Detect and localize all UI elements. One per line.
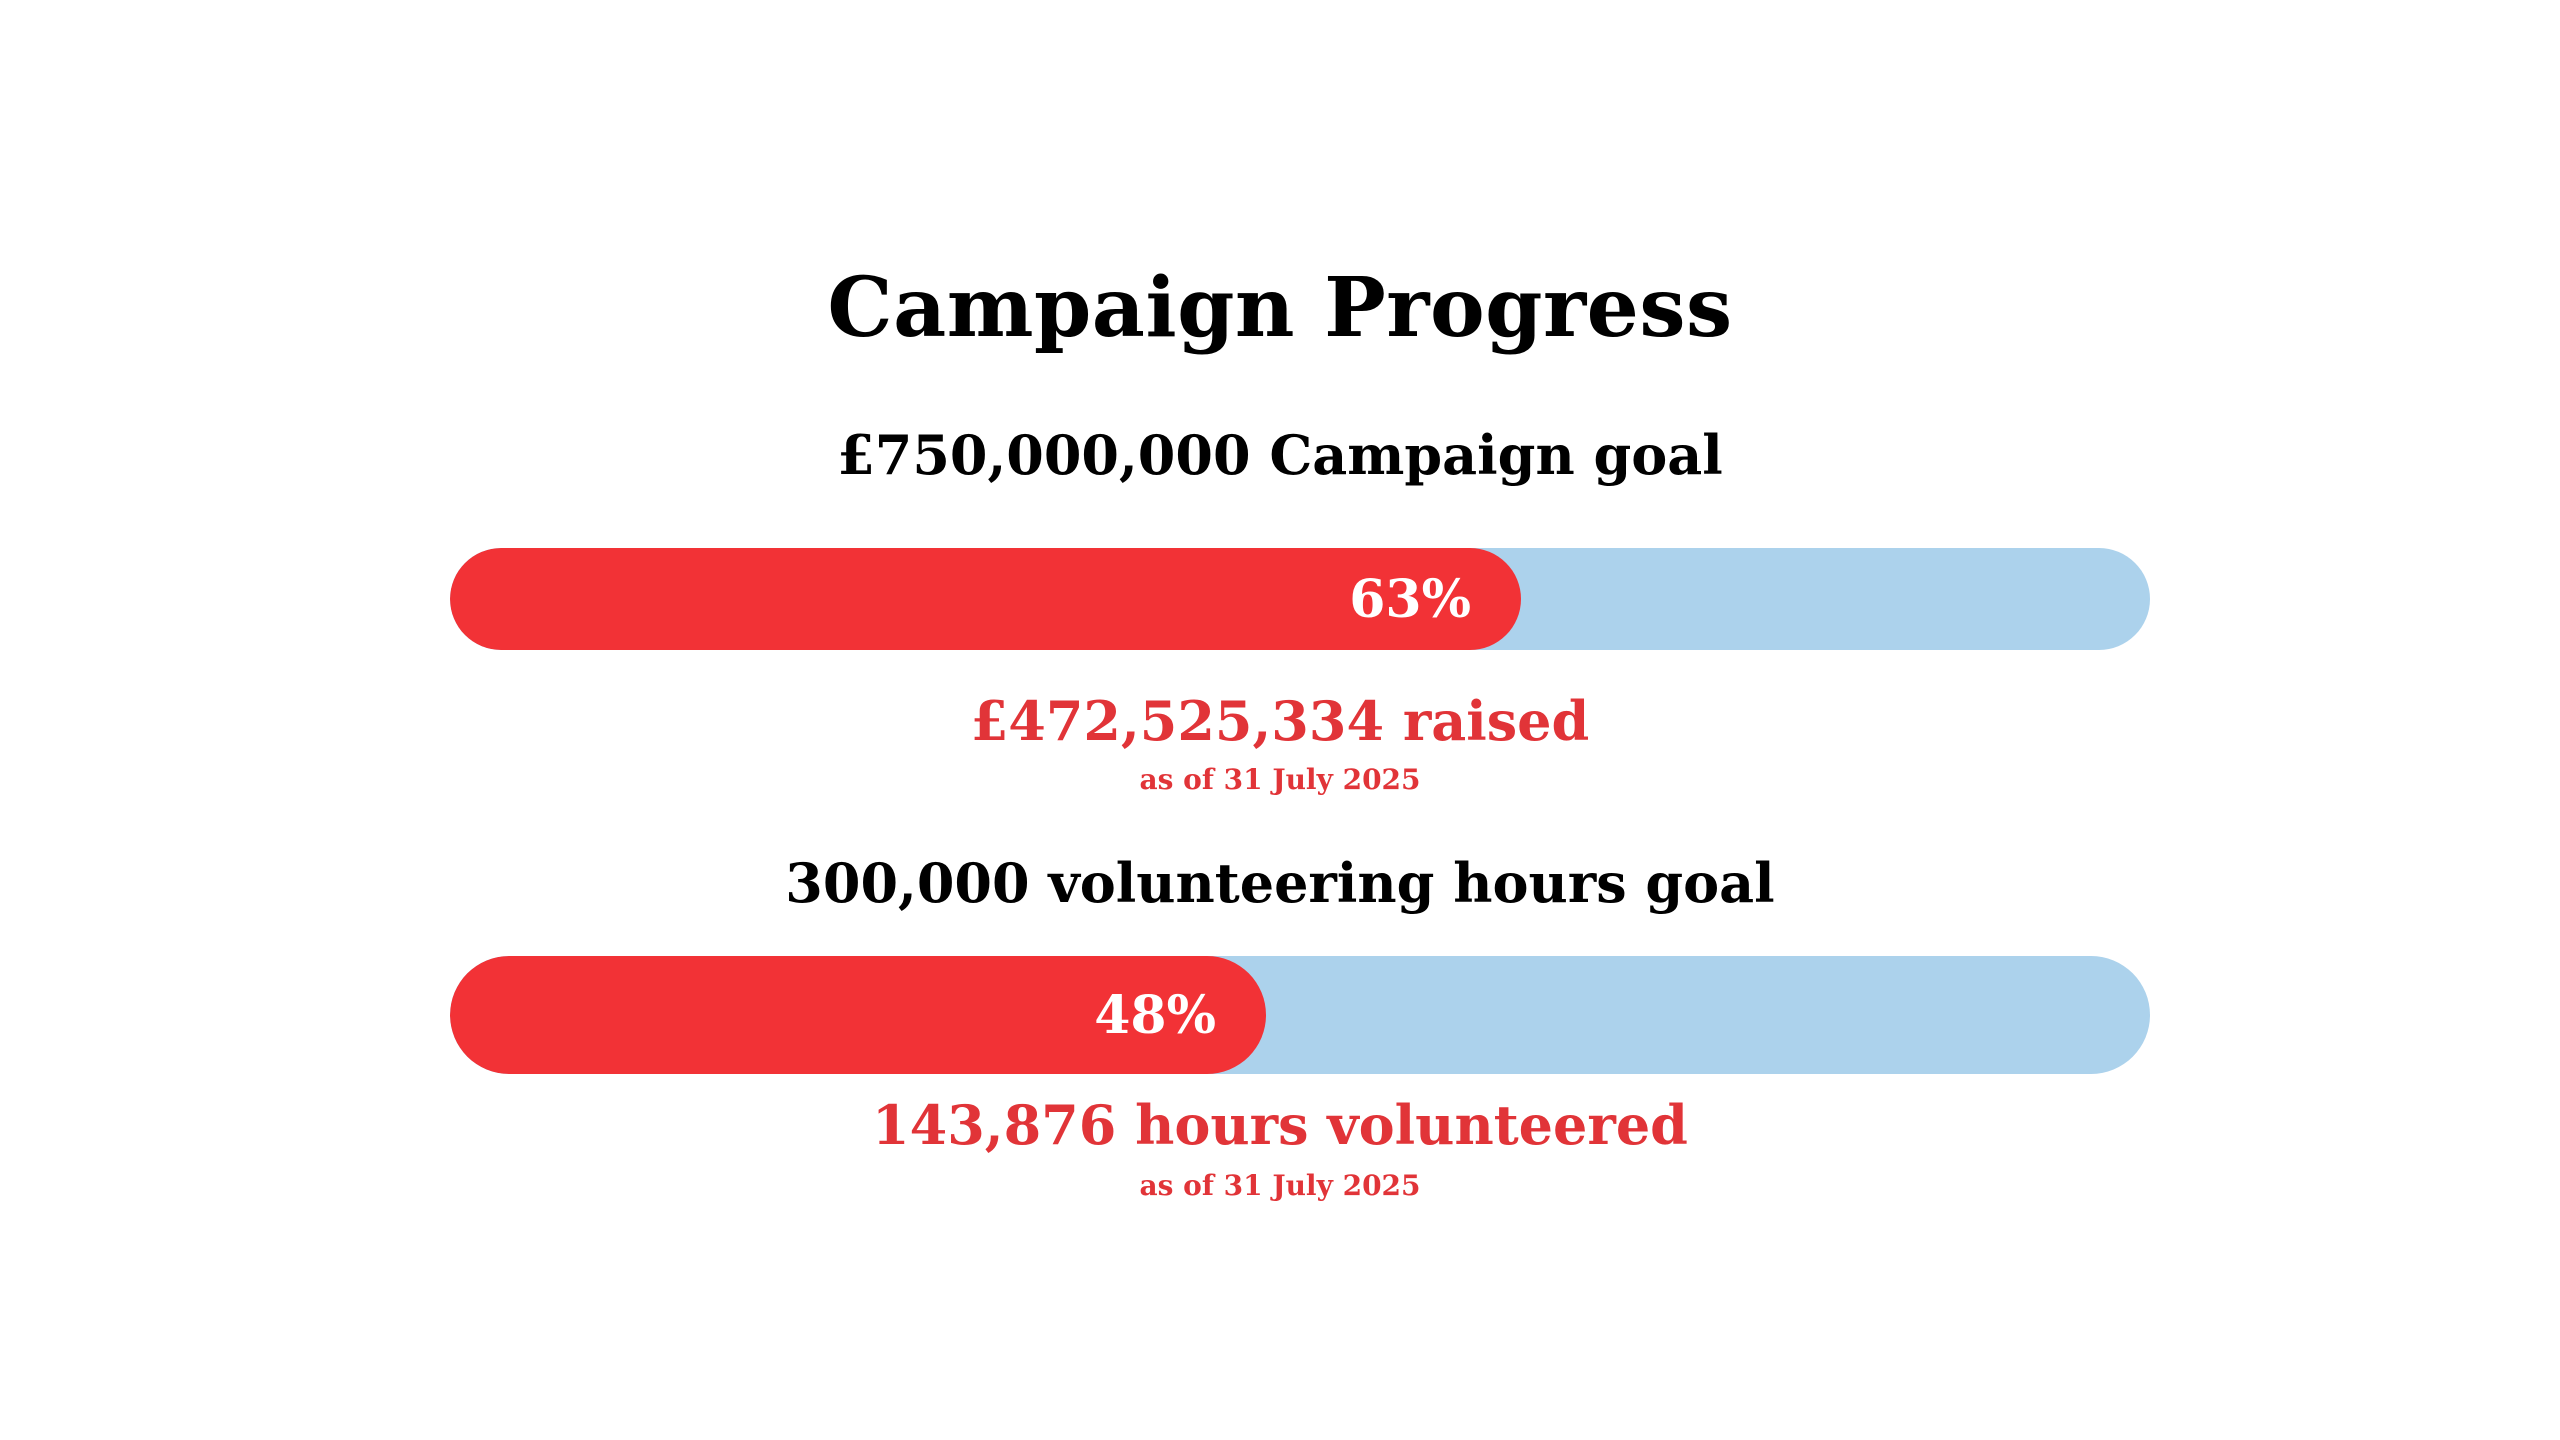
- campaign-progress-track: 63%: [450, 548, 2150, 650]
- volunteering-goal-heading: 300,000 volunteering hours goal: [785, 851, 1775, 915]
- volunteering-progress-fill: [450, 956, 1266, 1074]
- campaign-progress-percent: 63%: [1349, 568, 1471, 630]
- page-title: Campaign Progress: [827, 260, 1733, 356]
- campaign-goal-heading: £750,000,000 Campaign goal: [837, 423, 1723, 487]
- hours-volunteered-date: as of 31 July 2025: [1139, 1169, 1421, 1202]
- campaign-progress-fill: [450, 548, 1521, 650]
- hours-volunteered: 143,876 hours volunteered: [872, 1093, 1688, 1157]
- amount-raised: £472,525,334 raised: [970, 689, 1590, 753]
- volunteering-progress-track: 48%: [450, 956, 2150, 1074]
- amount-raised-date: as of 31 July 2025: [1139, 763, 1421, 796]
- volunteering-progress-percent: 48%: [1094, 984, 1216, 1046]
